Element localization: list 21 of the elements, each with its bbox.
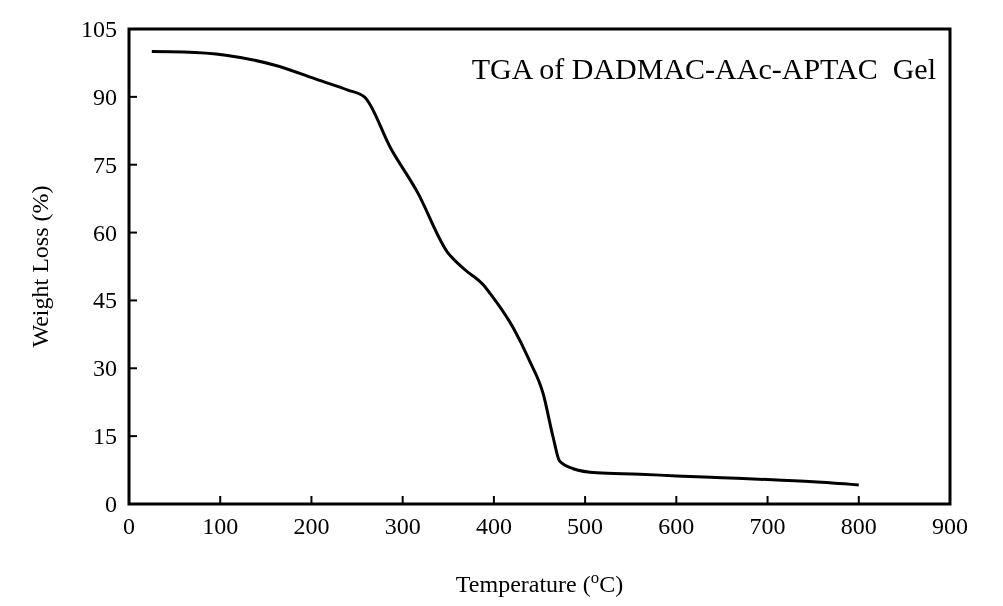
x-tick-label: 400	[475, 513, 512, 539]
y-tick-label: 60	[93, 219, 117, 246]
x-tick-label: 700	[749, 513, 786, 539]
y-tick-label: 45	[93, 287, 117, 314]
y-tick-label: 15	[93, 423, 117, 450]
x-tick-label: 0	[123, 513, 135, 539]
annotation: TGA of DADMAC-AAc-APTAC Gel	[471, 52, 936, 85]
y-tick-label: 0	[105, 491, 117, 517]
y-tick-label: 90	[93, 83, 117, 110]
y-axis-title: Weight Loss (%)	[27, 185, 53, 348]
y-tick-label: 105	[81, 16, 117, 42]
x-axis-title: Temperature ($^{o}$C)	[455, 567, 624, 597]
x-tick-label: 800	[840, 513, 877, 539]
x-tick-label: 100	[202, 513, 239, 539]
x-tick-label: 200	[293, 513, 330, 539]
x-tick-label: 900	[932, 513, 968, 539]
x-tick-label: 500	[567, 513, 604, 539]
x-tick-label: 300	[384, 513, 421, 539]
y-tick-label: 75	[93, 151, 117, 178]
x-tick-label: 600	[658, 513, 695, 539]
y-tick-label: 30	[93, 355, 117, 382]
